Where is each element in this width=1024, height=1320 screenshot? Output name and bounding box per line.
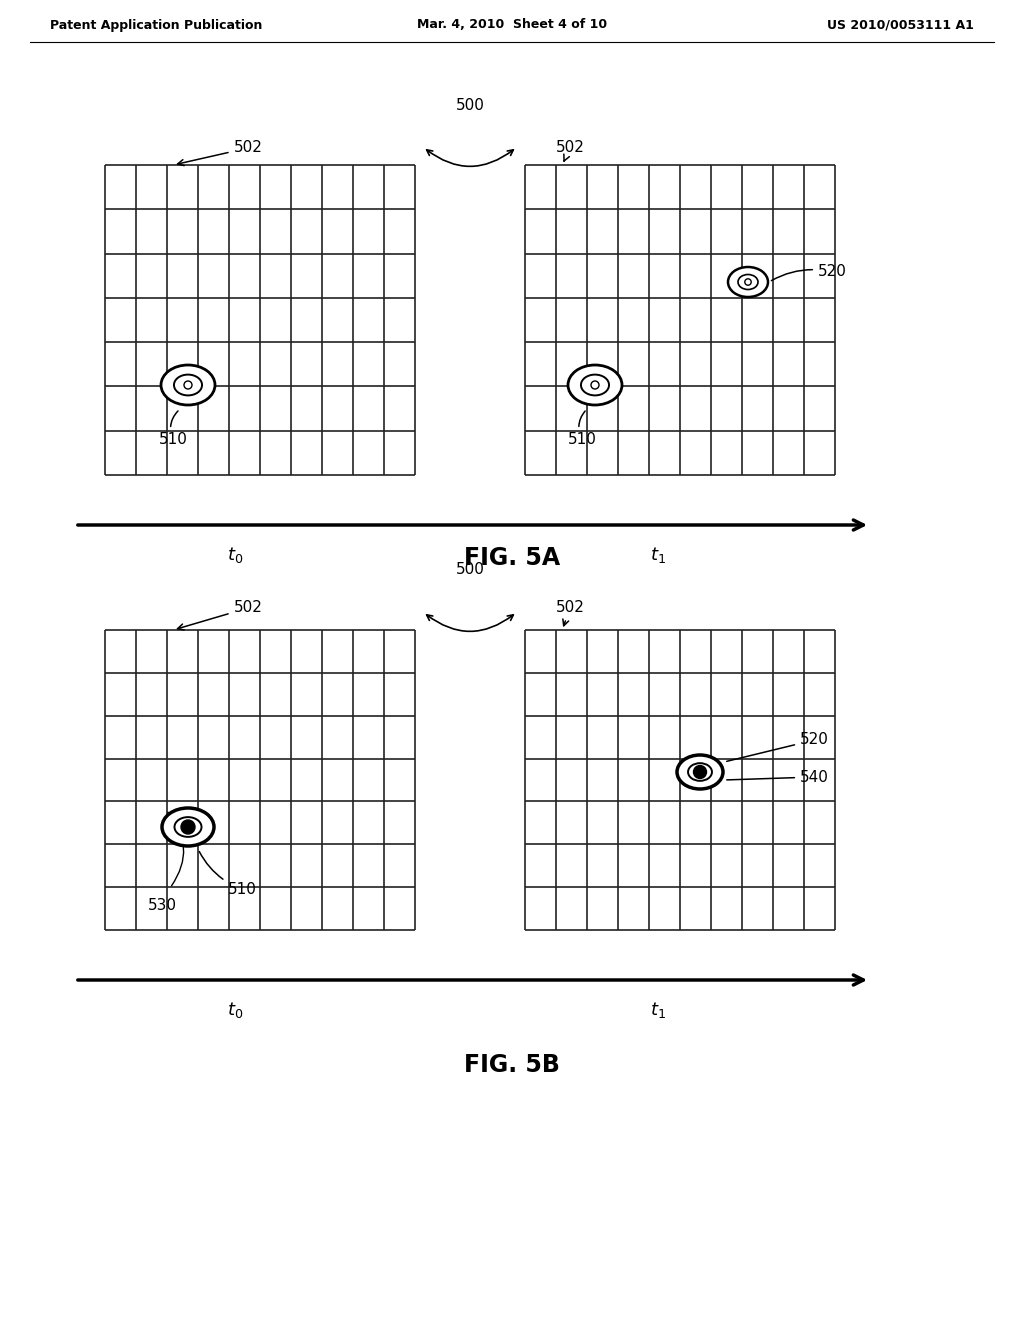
Text: FIG. 5B: FIG. 5B [464, 1053, 560, 1077]
Text: $t_1$: $t_1$ [650, 545, 666, 565]
Text: 500: 500 [456, 562, 484, 578]
Circle shape [744, 279, 752, 285]
Ellipse shape [174, 817, 202, 837]
Text: 510: 510 [567, 411, 596, 447]
Text: 502: 502 [556, 601, 585, 626]
Text: Patent Application Publication: Patent Application Publication [50, 18, 262, 32]
Text: 510: 510 [200, 851, 257, 898]
Text: 502: 502 [556, 140, 585, 161]
Ellipse shape [738, 275, 758, 289]
Ellipse shape [677, 755, 723, 789]
Text: $t_1$: $t_1$ [650, 1001, 666, 1020]
Text: 510: 510 [159, 411, 187, 447]
Text: Mar. 4, 2010  Sheet 4 of 10: Mar. 4, 2010 Sheet 4 of 10 [417, 18, 607, 32]
Text: 502: 502 [177, 601, 262, 630]
Ellipse shape [568, 366, 622, 405]
Text: US 2010/0053111 A1: US 2010/0053111 A1 [827, 18, 974, 32]
Ellipse shape [688, 763, 712, 781]
Text: 520: 520 [727, 733, 828, 762]
Circle shape [591, 381, 599, 389]
Ellipse shape [581, 375, 609, 396]
Text: 540: 540 [727, 770, 828, 784]
Text: 500: 500 [456, 98, 484, 112]
Ellipse shape [161, 366, 215, 405]
Text: FIG. 5A: FIG. 5A [464, 546, 560, 570]
Text: 530: 530 [147, 898, 176, 913]
Ellipse shape [728, 267, 768, 297]
Ellipse shape [174, 375, 202, 396]
Ellipse shape [162, 808, 214, 846]
Circle shape [693, 766, 707, 779]
Text: 502: 502 [177, 140, 262, 165]
Circle shape [184, 381, 193, 389]
Text: $t_0$: $t_0$ [227, 1001, 243, 1020]
Text: 520: 520 [771, 264, 847, 281]
Circle shape [181, 820, 195, 834]
Text: $t_0$: $t_0$ [227, 545, 243, 565]
